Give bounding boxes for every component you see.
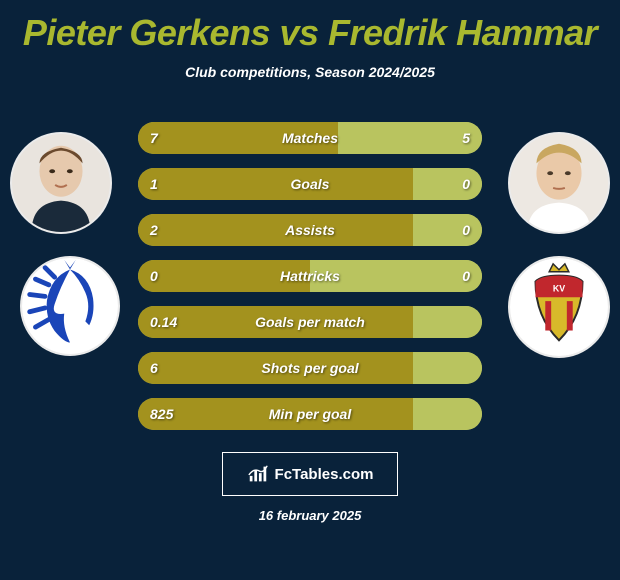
stat-value-right: 0: [462, 222, 470, 238]
stat-value-left: 6: [150, 360, 158, 376]
club-left-logo: [20, 256, 120, 356]
stat-label: Goals per match: [255, 314, 365, 330]
stat-row: 825 Min per goal: [138, 398, 482, 430]
date-text: 16 february 2025: [259, 508, 362, 523]
bar-segment-left: [138, 168, 413, 200]
stat-value-right: 5: [462, 130, 470, 146]
stat-label: Assists: [285, 222, 335, 238]
stat-value-left: 7: [150, 130, 158, 146]
club-right-logo: KV: [508, 256, 610, 358]
stat-row: 0 Hattricks 0: [138, 260, 482, 292]
stat-row: 2 Assists 0: [138, 214, 482, 246]
bar-segment-right: [338, 122, 482, 154]
stat-label: Min per goal: [269, 406, 351, 422]
person-icon: [510, 134, 608, 232]
stat-bars: 7 Matches 5 1 Goals 0 2 Assists 0 0 Hattricks 0 0.14…: [138, 122, 482, 430]
bar-segment-right: [413, 214, 482, 246]
stat-value-left: 0: [150, 268, 158, 284]
stat-row: 6 Shots per goal: [138, 352, 482, 384]
stat-value-left: 2: [150, 222, 158, 238]
logo-text: FcTables.com: [275, 466, 374, 483]
club-emblem-icon: KV: [510, 258, 608, 356]
page-title: Pieter Gerkens vs Fredrik Hammar: [23, 12, 597, 54]
stat-label: Matches: [282, 130, 338, 146]
stat-value-left: 0.14: [150, 314, 177, 330]
stat-label: Goals: [291, 176, 330, 192]
club-emblem-icon: [22, 258, 118, 354]
stat-label: Hattricks: [280, 268, 340, 284]
stat-row: 7 Matches 5: [138, 122, 482, 154]
bar-segment-right: [413, 398, 482, 430]
stat-value-left: 1: [150, 176, 158, 192]
stat-value-right: 0: [462, 268, 470, 284]
bar-segment-right: [413, 352, 482, 384]
bar-segment-right: [413, 306, 482, 338]
chart-icon: [247, 463, 269, 485]
stat-row: 0.14 Goals per match: [138, 306, 482, 338]
player-right-avatar: [508, 132, 610, 234]
bar-segment-right: [413, 168, 482, 200]
svg-text:KV: KV: [553, 283, 565, 293]
stat-value-left: 825: [150, 406, 173, 422]
stat-row: 1 Goals 0: [138, 168, 482, 200]
comparison-infographic: Pieter Gerkens vs Fredrik Hammar Club co…: [0, 0, 620, 580]
player-left-avatar: [10, 132, 112, 234]
fctables-logo: FcTables.com: [222, 452, 398, 496]
person-icon: [12, 134, 110, 232]
stat-label: Shots per goal: [261, 360, 358, 376]
subtitle: Club competitions, Season 2024/2025: [185, 64, 435, 80]
stat-value-right: 0: [462, 176, 470, 192]
bar-segment-left: [138, 214, 413, 246]
